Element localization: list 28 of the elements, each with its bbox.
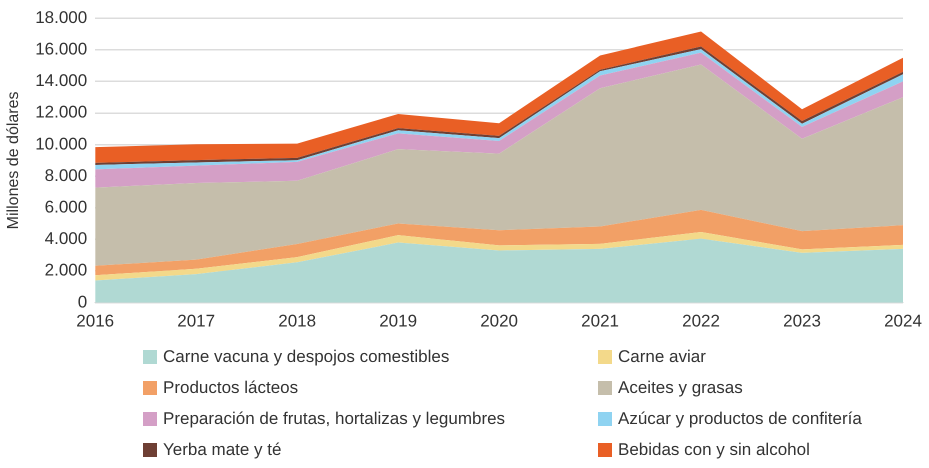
legend-label: Carne aviar — [618, 346, 706, 366]
y-tick-label: 0 — [78, 292, 88, 312]
legend-label: Productos lácteos — [163, 378, 298, 398]
legend-label: Preparación de frutas, hortalizas y legumbres — [163, 408, 506, 428]
legend-label: Bebidas con y sin alcohol — [618, 440, 810, 460]
y-tick-label: 4.000 — [44, 229, 88, 248]
y-tick-label: 2.000 — [44, 260, 88, 280]
y-tick-label: 8.000 — [44, 166, 88, 185]
y-tick-label: 16.000 — [35, 39, 88, 58]
x-tick-label: 2017 — [177, 311, 216, 330]
x-tick-label: 2019 — [379, 311, 418, 330]
y-tick-label: 12.000 — [35, 102, 88, 122]
x-tick-label: 2016 — [76, 311, 114, 330]
x-tick-label: 2018 — [278, 311, 316, 330]
legend-label: Carne vacuna y despojos comestibles — [163, 346, 450, 366]
x-tick-label: 2024 — [884, 311, 922, 330]
x-tick-label: 2022 — [682, 311, 720, 330]
y-tick-label: 6.000 — [44, 197, 88, 216]
y-tick-label: 18.000 — [35, 8, 88, 27]
legend-label: Aceites y grasas — [618, 378, 743, 398]
y-axis-title: Millones de dólares — [5, 91, 22, 230]
x-tick-label: 2023 — [783, 311, 821, 330]
y-tick-label: 14.000 — [35, 71, 88, 90]
legend-label: Azúcar y productos de confitería — [618, 408, 862, 428]
x-tick-label: 2020 — [480, 311, 518, 330]
legend-label: Yerba mate y té — [163, 440, 282, 460]
x-tick-label: 2021 — [581, 311, 619, 330]
y-tick-label: 10.000 — [35, 134, 88, 154]
